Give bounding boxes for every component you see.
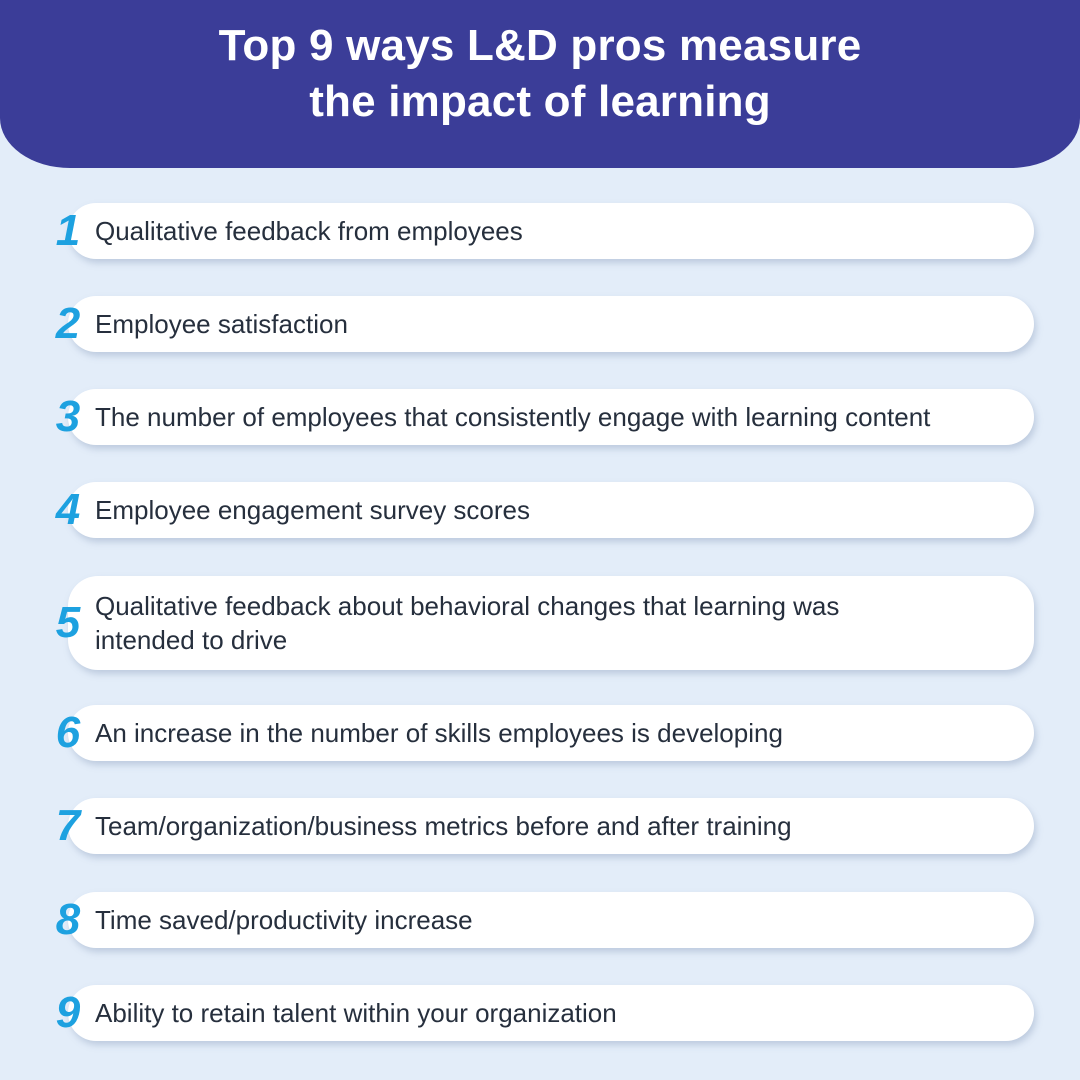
list-item-text: Qualitative feedback from employees <box>95 216 523 246</box>
title-line-1: Top 9 ways L&D pros measure <box>218 21 862 70</box>
list-item-card <box>68 203 1034 259</box>
list-item-text: Ability to retain talent within your org… <box>95 998 617 1028</box>
list-item-number: 6 <box>55 708 81 757</box>
list-item-2: 2 Employee satisfaction <box>48 296 1038 352</box>
list-item-text: Employee engagement survey scores <box>95 495 531 525</box>
list-item-text: Team/organization/business metrics befor… <box>95 811 792 841</box>
list-item-number: 5 <box>55 598 81 647</box>
list-item-card <box>68 705 1034 761</box>
list-item-card <box>68 892 1034 948</box>
list-item-3: 3 The number of employees that consisten… <box>48 389 1038 445</box>
list-item-text: The number of employees that consistentl… <box>95 402 931 432</box>
list-item-number: 9 <box>55 988 81 1037</box>
header-banner: Top 9 ways L&D pros measure the impact o… <box>0 0 1080 168</box>
list-item-number: 1 <box>55 206 81 255</box>
list-item-5: 5 Qualitative feedback about behavioral … <box>48 576 1038 670</box>
list-item-card <box>68 389 1034 445</box>
list-item-text: Qualitative feedback about behavioral ch… <box>95 591 840 655</box>
list-item-text: Employee satisfaction <box>95 309 348 339</box>
list-item-card <box>68 576 1034 670</box>
list-item-card <box>68 482 1034 538</box>
list-item-7: 7 Team/organization/business metrics bef… <box>48 798 1038 854</box>
list-item-number: 2 <box>55 299 81 348</box>
list-item-card <box>68 985 1034 1041</box>
list-item-6: 6 An increase in the number of skills em… <box>48 705 1038 761</box>
list-item-1: 1 Qualitative feedback from employees <box>48 203 1038 259</box>
title-line-2: the impact of learning <box>309 77 771 126</box>
list-item-8: 8 Time saved/productivity increase <box>48 892 1038 948</box>
list-item-9: 9 Ability to retain talent within your o… <box>48 985 1038 1041</box>
list-item-number: 8 <box>55 895 81 944</box>
list-item-number: 3 <box>55 392 81 441</box>
page-title: Top 9 ways L&D pros measure the impact o… <box>0 18 1080 130</box>
list-item-text: Time saved/productivity increase <box>95 905 473 935</box>
list-item-text: An increase in the number of skills empl… <box>95 718 783 748</box>
list-item-number: 4 <box>55 485 81 534</box>
list-item-card <box>68 296 1034 352</box>
list-item-card <box>68 798 1034 854</box>
list-item-number: 7 <box>55 801 81 850</box>
list-item-4: 4 Employee engagement survey scores <box>48 482 1038 538</box>
